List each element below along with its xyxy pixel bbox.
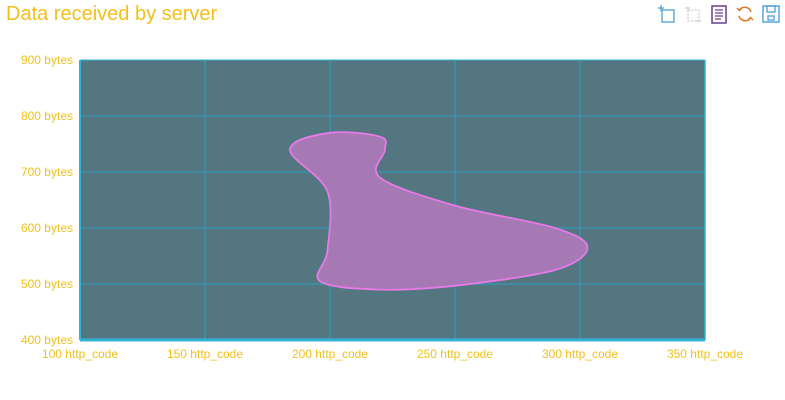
zoom-icon[interactable] [657, 4, 677, 24]
tick-labels: 400 bytes 500 bytes 600 bytes 700 bytes 800 … [21, 53, 743, 361]
y-tick-label: 500 bytes [21, 277, 73, 291]
x-tick-label: 150 http_code [167, 347, 243, 361]
axes [79, 59, 706, 342]
data-view-icon[interactable] [709, 4, 729, 24]
y-tick-label: 700 bytes [21, 165, 73, 179]
restore-icon[interactable] [735, 4, 755, 24]
x-tick-label: 250 http_code [417, 347, 493, 361]
y-tick-label: 400 bytes [21, 333, 73, 347]
y-tick-label: 600 bytes [21, 221, 73, 235]
x-tick-label: 350 http_code [667, 347, 743, 361]
zoom-reset-icon[interactable] [683, 4, 703, 24]
x-tick-label: 200 http_code [292, 347, 368, 361]
y-tick-label: 800 bytes [21, 109, 73, 123]
chart-title: Data received by server [6, 3, 218, 25]
y-tick-label: 900 bytes [21, 53, 73, 67]
data-area[interactable] [289, 131, 589, 291]
save-image-icon[interactable] [761, 4, 781, 24]
x-tick-label: 100 http_code [42, 347, 118, 361]
x-tick-label: 300 http_code [542, 347, 618, 361]
toolbox [657, 4, 781, 24]
